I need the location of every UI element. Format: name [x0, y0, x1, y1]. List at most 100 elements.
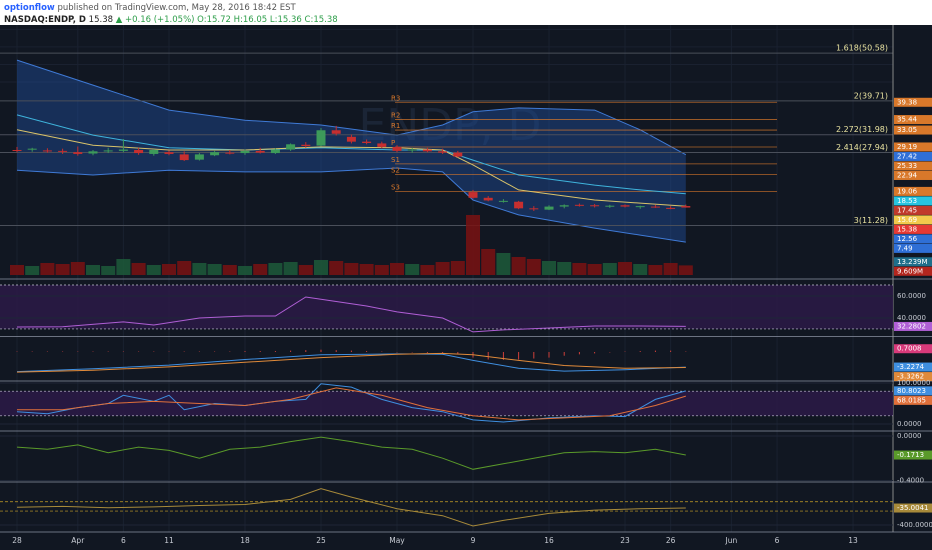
price-label: 15.38: [897, 225, 917, 233]
price-label-bg: [894, 386, 932, 396]
indicator-line: [16, 352, 686, 373]
candle-body: [574, 204, 584, 206]
candle-body: [286, 144, 296, 150]
volume-bar: [542, 261, 557, 275]
candle-body: [498, 200, 508, 202]
volume-bar: [25, 266, 40, 275]
pivot-label: S1: [391, 156, 400, 164]
price-label: 18.53: [897, 197, 917, 205]
x-tick-label: 13: [848, 536, 858, 545]
pivot-label: P: [391, 139, 395, 147]
pane-tick-label: 60.0000: [897, 292, 926, 300]
fib-label: 1.618(50.58): [836, 44, 888, 53]
price-label-bg: [894, 215, 932, 225]
price-label: -3.3262: [897, 373, 924, 381]
volume-bar: [131, 263, 146, 275]
volume-bar: [450, 261, 465, 275]
price-label: 35.44: [897, 116, 918, 124]
candle-body: [514, 201, 524, 209]
candle-body: [42, 150, 52, 152]
candle-body: [316, 130, 326, 146]
volume-bar: [55, 264, 70, 275]
x-tick-label: 25: [316, 536, 326, 545]
pivot-label: R2: [391, 112, 400, 120]
pane-tick-label: 0.0000: [897, 420, 922, 428]
price-label-bg: [894, 234, 932, 244]
band-fill: [17, 60, 686, 243]
x-tick-label: Jun: [725, 536, 738, 545]
published: published on TradingView.com, May 28, 20…: [58, 3, 297, 13]
volume-bar: [648, 265, 663, 275]
price-label: -35.0041: [897, 504, 928, 512]
price-label: 68.0185: [897, 396, 926, 404]
volume-bar: [329, 261, 344, 275]
x-tick-label: 6: [775, 536, 780, 545]
price-label: 33.05: [897, 126, 917, 134]
volume-bar: [678, 265, 693, 275]
price-label-bg: [894, 450, 932, 460]
volume-bar: [435, 262, 450, 275]
candle-body: [559, 205, 569, 207]
price-label-bg: [894, 125, 932, 135]
x-tick-label: 28: [12, 536, 22, 545]
volume-bar: [359, 264, 374, 275]
price-label-bg: [894, 142, 932, 152]
candle-body: [605, 205, 615, 207]
pane-tick-label: 100.0000: [897, 379, 930, 387]
candle-body: [134, 150, 144, 154]
candle-body: [58, 150, 68, 152]
price-label-bg: [894, 161, 932, 171]
pane-tick-label: 0.0000: [897, 432, 922, 440]
x-tick-label: 9: [471, 536, 476, 545]
indicator-line: [17, 387, 686, 421]
x-tick-label: 26: [666, 536, 676, 545]
volume-bar: [9, 265, 24, 275]
price-label-bg: [894, 266, 932, 276]
ohlc: O:15.72 H:16.05 L:15.36 C:15.38: [197, 15, 338, 25]
volume-bar: [618, 262, 633, 275]
last-price: 15.38: [89, 15, 113, 25]
pane-band: [0, 284, 893, 329]
price-label-bg: [894, 503, 932, 513]
price-label-bg: [894, 321, 932, 331]
price-label: 7.49: [897, 244, 913, 252]
volume-bar: [511, 257, 526, 275]
candle-body: [407, 149, 417, 151]
volume-bar: [207, 264, 222, 275]
pivot-label: S3: [391, 183, 400, 191]
price-label: 9.609M: [897, 267, 923, 275]
candle-body: [346, 136, 356, 142]
candle-body: [27, 148, 37, 150]
symbol: NASDAQ:ENDP, D: [4, 15, 86, 25]
volume-bar: [405, 264, 420, 275]
price-axis-bg: [893, 25, 932, 550]
price-label-bg: [894, 372, 932, 382]
price-label: 0.7008: [897, 345, 922, 353]
price-label-bg: [894, 115, 932, 125]
price-label: -3.2274: [897, 363, 925, 371]
moving-average: [16, 114, 686, 195]
publisher[interactable]: optionflow: [4, 3, 55, 13]
x-tick-label: 16: [544, 536, 554, 545]
quote-line: NASDAQ:ENDP, D 15.38 ▲ +0.16 (+1.05%) O:…: [4, 15, 338, 25]
price-label: 13.239M: [897, 258, 928, 266]
volume-bar: [496, 253, 511, 275]
candle-body: [240, 150, 250, 154]
x-tick-label: Apr: [71, 536, 85, 545]
candle-body: [179, 154, 189, 161]
x-tick-label: 11: [164, 536, 174, 545]
candle-body: [149, 150, 159, 154]
candle-body: [453, 152, 463, 157]
volume-bar: [192, 263, 207, 275]
fib-label: 3(11.28): [854, 216, 888, 225]
pivot-label: R3: [391, 94, 400, 102]
volume-bar: [587, 264, 602, 275]
price-label: 15.69: [897, 216, 917, 224]
fib-label: 2.272(31.98): [836, 125, 888, 134]
volume-bar: [481, 249, 496, 275]
volume-bar: [268, 263, 283, 275]
candle-body: [529, 208, 539, 210]
candle-body: [650, 206, 660, 208]
candle-body: [666, 207, 676, 209]
volume-bar: [177, 261, 192, 275]
